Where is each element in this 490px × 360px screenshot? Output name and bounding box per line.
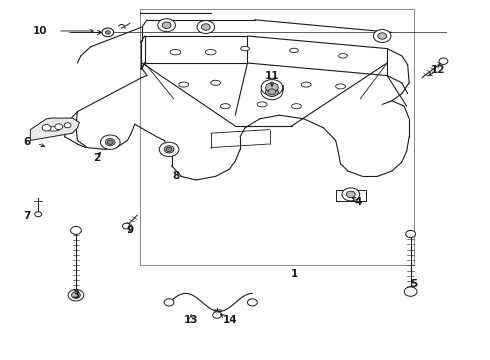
Circle shape — [197, 21, 215, 33]
Ellipse shape — [336, 84, 345, 89]
Ellipse shape — [179, 82, 189, 87]
Circle shape — [158, 19, 175, 32]
Ellipse shape — [301, 82, 311, 87]
Circle shape — [378, 33, 387, 39]
Circle shape — [122, 223, 130, 229]
Circle shape — [64, 123, 71, 128]
Bar — [140, 9, 414, 265]
Bar — [336, 190, 366, 201]
Text: 11: 11 — [265, 71, 279, 81]
Circle shape — [268, 89, 276, 95]
Circle shape — [247, 299, 257, 306]
Bar — [261, 85, 283, 90]
Ellipse shape — [290, 48, 298, 53]
Text: 7: 7 — [23, 211, 31, 221]
Circle shape — [68, 289, 84, 301]
Circle shape — [102, 28, 114, 37]
Circle shape — [164, 146, 174, 153]
Ellipse shape — [339, 54, 347, 58]
Text: 14: 14 — [223, 315, 238, 325]
Circle shape — [166, 147, 172, 152]
Text: 1: 1 — [291, 269, 297, 279]
Circle shape — [439, 58, 448, 64]
Circle shape — [107, 140, 113, 144]
Ellipse shape — [220, 104, 230, 109]
Circle shape — [71, 226, 81, 234]
Circle shape — [213, 312, 221, 318]
Circle shape — [105, 139, 115, 146]
Circle shape — [42, 125, 51, 131]
Circle shape — [201, 24, 210, 30]
Ellipse shape — [46, 127, 60, 131]
Circle shape — [346, 191, 355, 198]
Text: 8: 8 — [173, 171, 180, 181]
Text: 2: 2 — [94, 153, 100, 163]
Circle shape — [261, 80, 283, 95]
Ellipse shape — [211, 80, 220, 85]
Circle shape — [55, 124, 63, 130]
Circle shape — [261, 84, 283, 100]
Text: 3: 3 — [73, 290, 79, 300]
Circle shape — [164, 299, 174, 306]
Circle shape — [72, 292, 80, 298]
Circle shape — [404, 287, 417, 296]
Text: 10: 10 — [33, 26, 48, 36]
Text: 5: 5 — [411, 279, 417, 289]
Circle shape — [35, 212, 42, 217]
Text: 9: 9 — [126, 225, 133, 235]
Circle shape — [406, 230, 416, 238]
Text: 13: 13 — [184, 315, 198, 325]
Text: 6: 6 — [24, 137, 30, 147]
Circle shape — [266, 87, 278, 96]
Ellipse shape — [292, 104, 301, 109]
Circle shape — [105, 31, 110, 34]
Text: 12: 12 — [431, 65, 446, 75]
Ellipse shape — [241, 46, 249, 51]
Polygon shape — [30, 118, 79, 140]
Ellipse shape — [170, 49, 181, 55]
Circle shape — [342, 188, 360, 201]
Circle shape — [159, 142, 179, 157]
Circle shape — [266, 83, 278, 92]
Ellipse shape — [205, 49, 216, 55]
Circle shape — [373, 30, 391, 42]
Circle shape — [100, 135, 120, 149]
Text: 4: 4 — [354, 197, 362, 207]
Ellipse shape — [257, 102, 267, 107]
Circle shape — [162, 22, 171, 28]
